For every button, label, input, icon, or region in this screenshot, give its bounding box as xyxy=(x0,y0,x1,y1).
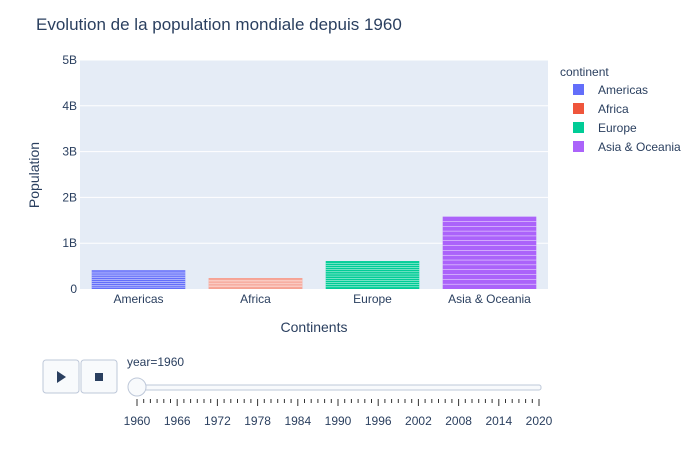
slider-ticks: 1960 1966 1972 1978 1984 1990 1996 2002 2008 2014… xyxy=(124,399,553,428)
legend-label: Americas xyxy=(598,83,648,97)
x-tick-label: Europe xyxy=(353,292,392,306)
legend-item[interactable]: Asia & Oceania xyxy=(573,140,681,154)
x-tick-label: Americas xyxy=(113,292,163,306)
y-axis-title: Population xyxy=(26,142,42,208)
legend-swatch xyxy=(573,84,584,95)
y-tick-label: 5B xyxy=(62,53,77,67)
y-tick-label: 1B xyxy=(62,236,77,250)
slider-tick-label: 2008 xyxy=(445,414,472,428)
play-icon xyxy=(57,371,66,383)
legend-label: Africa xyxy=(598,102,629,116)
slider-current-value: year=1960 xyxy=(127,355,184,369)
stop-button[interactable] xyxy=(80,359,118,394)
slider-tick-label: 1978 xyxy=(244,414,271,428)
slider-handle[interactable] xyxy=(127,377,147,397)
legend-item[interactable]: Europe xyxy=(573,121,637,135)
chart-title: Evolution de la population mondiale depu… xyxy=(36,15,402,34)
bar[interactable] xyxy=(442,216,537,289)
slider-tick-label: 2002 xyxy=(405,414,432,428)
y-tick-label: 2B xyxy=(62,190,77,204)
bar[interactable] xyxy=(325,261,420,289)
legend-title: continent xyxy=(560,65,609,79)
slider-rail[interactable] xyxy=(130,384,542,391)
x-tick-label: Asia & Oceania xyxy=(448,292,531,306)
slider-tick-label: 2020 xyxy=(526,414,553,428)
stop-icon xyxy=(95,373,103,381)
y-tick-label: 0 xyxy=(70,282,77,296)
legend-swatch xyxy=(573,122,584,133)
slider-tick-label: 1972 xyxy=(204,414,231,428)
legend-item[interactable]: Americas xyxy=(573,83,648,97)
slider-tick-label: 1996 xyxy=(365,414,392,428)
legend-label: Asia & Oceania xyxy=(598,140,681,154)
y-tick-label: 4B xyxy=(62,99,77,113)
legend-label: Europe xyxy=(598,121,637,135)
x-tick-label: Africa xyxy=(240,292,271,306)
legend-item[interactable]: Africa xyxy=(573,102,629,116)
x-axis-ticks: Americas Africa Europe Asia & Oceania xyxy=(113,292,531,306)
slider-tick-label: 1960 xyxy=(124,414,151,428)
x-axis-title: Continents xyxy=(281,319,348,335)
legend-swatch xyxy=(573,103,584,114)
slider-tick-label: 1990 xyxy=(325,414,352,428)
legend: continent Americas Africa Europe Asia & Oce… xyxy=(560,65,681,154)
play-button[interactable] xyxy=(42,359,80,394)
bar[interactable] xyxy=(208,278,303,289)
legend-swatch xyxy=(573,141,584,152)
slider-tick-label: 1984 xyxy=(284,414,311,428)
slider-tick-label: 2014 xyxy=(485,414,512,428)
slider-tick-label: 1966 xyxy=(164,414,191,428)
y-axis-ticks: 0 1B 2B 3B 4B 5B xyxy=(62,53,77,296)
y-tick-label: 3B xyxy=(62,145,77,159)
bars xyxy=(91,216,537,289)
